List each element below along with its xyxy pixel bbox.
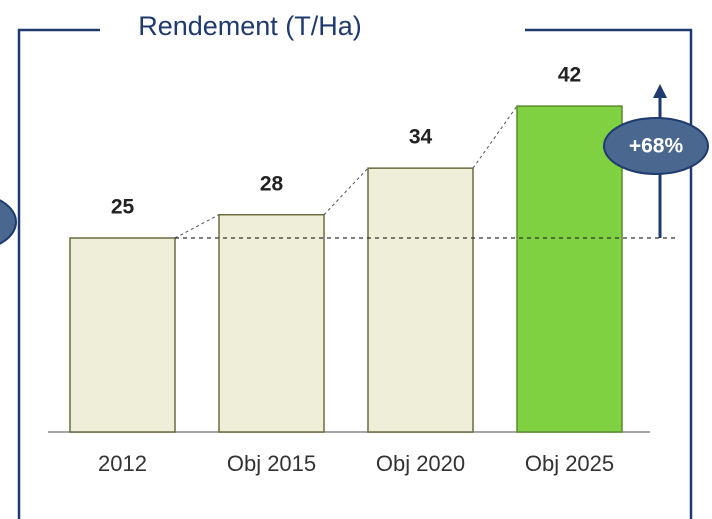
value-label: 34 [409, 126, 433, 149]
chart-title: Rendement (T/Ha) [138, 11, 362, 41]
arrow-head [653, 84, 667, 98]
connector [472, 105, 518, 169]
annotation: +68% [629, 135, 684, 158]
frame-left [17, 28, 100, 519]
connector [323, 167, 369, 216]
x-tick-label: Obj 2025 [525, 451, 614, 476]
bar [69, 237, 176, 433]
connector [174, 214, 220, 239]
bar [218, 213, 325, 433]
bar [367, 167, 474, 433]
x-tick-label: Obj 2015 [227, 451, 316, 476]
frame-right [525, 28, 693, 519]
value-label: 42 [558, 64, 581, 87]
x-tick-label: 2012 [98, 451, 147, 476]
badge [603, 117, 709, 175]
value-label: 25 [111, 196, 135, 219]
frame [17, 28, 693, 519]
badge-partial [0, 199, 17, 245]
x-tick-label: Obj 2020 [376, 451, 465, 476]
bar [516, 105, 623, 433]
value-label: 28 [260, 172, 284, 195]
